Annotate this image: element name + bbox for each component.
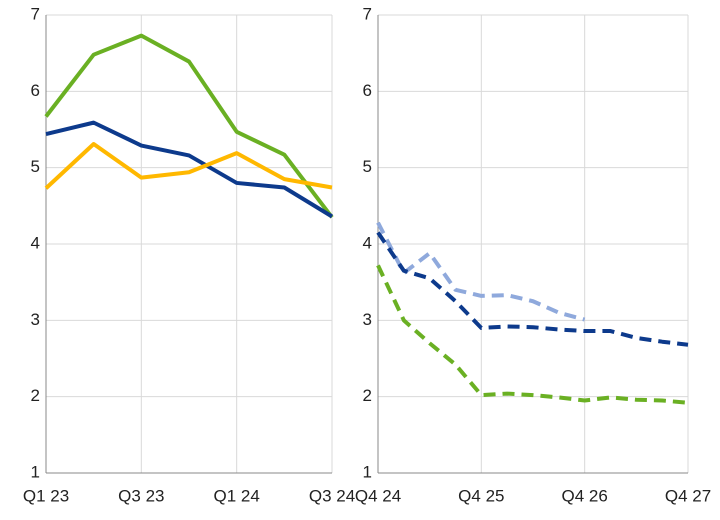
y-tick-label: 7 [363,4,372,23]
y-tick-label: 6 [363,81,372,100]
y-tick-label: 4 [31,233,40,252]
y-tick-label: 2 [363,386,372,405]
y-tick-label: 6 [31,81,40,100]
x-tick-label: Q1 24 [214,486,260,505]
line-series [376,264,689,405]
y-tick-label: 1 [31,462,40,481]
x-tick-label: Q4 27 [665,486,711,505]
y-tick-label: 4 [363,233,372,252]
y-tick-label: 5 [31,157,40,176]
x-tick-label: Q4 26 [562,486,608,505]
line-series [44,33,334,219]
x-tick-label: Q1 23 [23,486,69,505]
y-tick-label: 7 [31,4,40,23]
line-series [45,120,334,219]
x-tick-label: Q3 24 [309,486,355,505]
y-tick-label: 3 [363,310,372,329]
x-tick-label: Q3 23 [118,486,164,505]
y-tick-label: 1 [363,462,372,481]
y-tick-label: 3 [31,310,40,329]
line-series [44,142,333,190]
y-tick-label: 5 [363,157,372,176]
line-series [376,231,689,347]
x-tick-label: Q4 24 [355,486,401,505]
line-series [376,221,586,322]
y-tick-label: 2 [31,386,40,405]
x-tick-label: Q4 25 [458,486,504,505]
